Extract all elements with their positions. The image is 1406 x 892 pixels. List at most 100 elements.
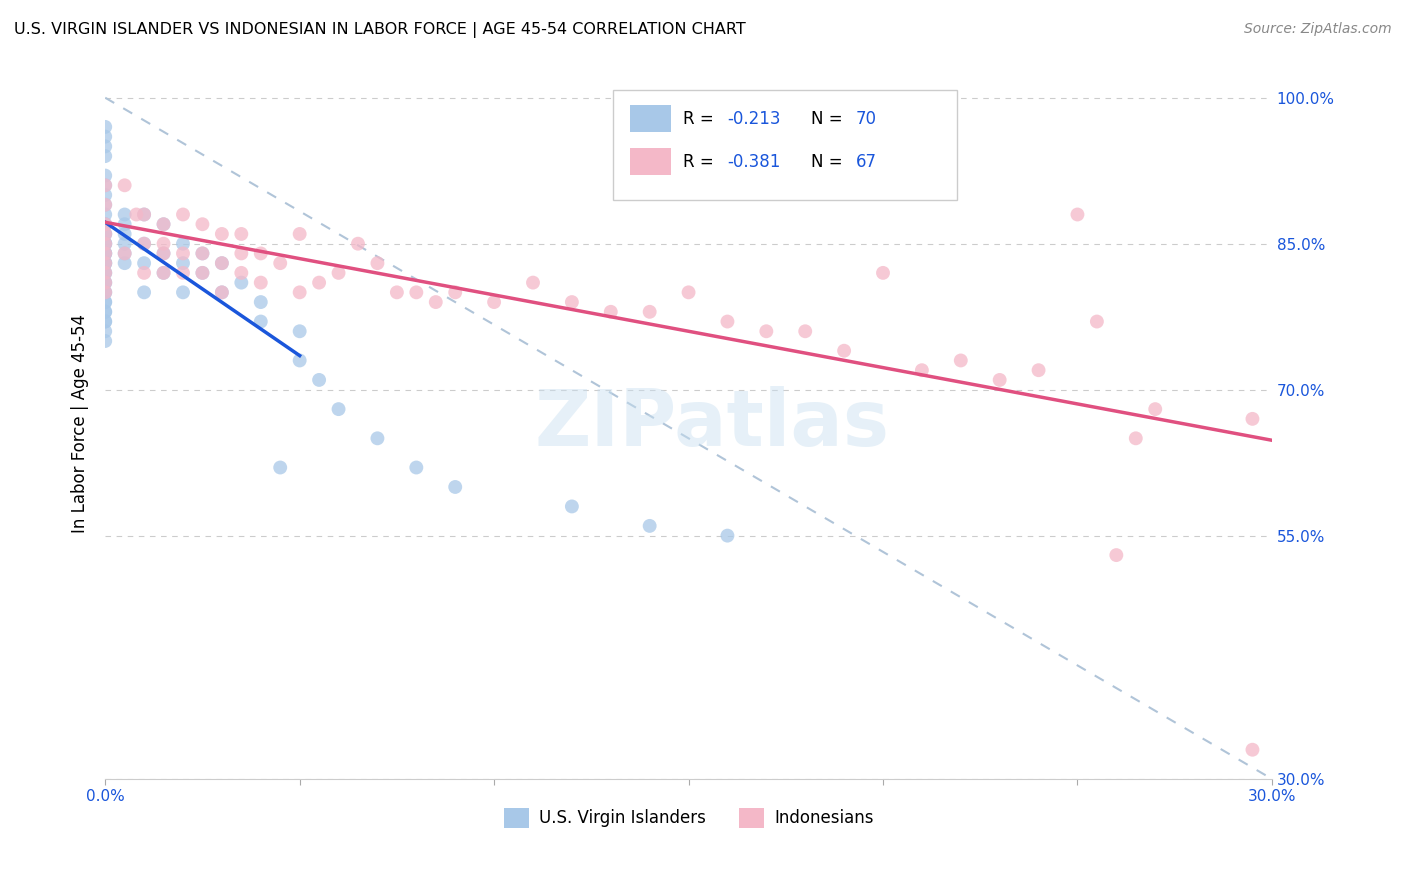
Point	[94, 256, 117, 270]
Text: -0.213: -0.213	[727, 110, 780, 128]
Point	[94, 285, 117, 300]
Point	[152, 236, 174, 251]
FancyBboxPatch shape	[630, 148, 671, 175]
Point	[132, 256, 155, 270]
Point	[94, 266, 117, 280]
Point	[94, 305, 117, 319]
Point	[1085, 314, 1108, 328]
Point	[94, 324, 117, 338]
Point	[152, 217, 174, 231]
Point	[94, 149, 117, 163]
Text: -0.381: -0.381	[727, 153, 780, 170]
Point	[94, 246, 117, 260]
Point	[482, 295, 505, 310]
Point	[385, 285, 408, 300]
Point	[347, 236, 370, 251]
Point	[94, 236, 117, 251]
Point	[172, 285, 194, 300]
Point	[152, 266, 174, 280]
Point	[249, 314, 271, 328]
Point	[755, 324, 778, 338]
Point	[94, 227, 117, 241]
Point	[269, 256, 291, 270]
Point	[211, 256, 233, 270]
Point	[678, 285, 700, 300]
Point	[1241, 412, 1264, 426]
Point	[114, 246, 136, 260]
Point	[308, 373, 330, 387]
Point	[94, 285, 117, 300]
Point	[132, 285, 155, 300]
Point	[425, 295, 447, 310]
Point	[231, 227, 253, 241]
Point	[405, 460, 427, 475]
Point	[132, 266, 155, 280]
Point	[211, 256, 233, 270]
Point	[1144, 402, 1167, 417]
Text: R =: R =	[683, 153, 718, 170]
Point	[172, 207, 194, 221]
Point	[132, 236, 155, 251]
Point	[114, 178, 136, 193]
Point	[211, 285, 233, 300]
Point	[231, 266, 253, 280]
Point	[114, 217, 136, 231]
Text: Source: ZipAtlas.com: Source: ZipAtlas.com	[1244, 22, 1392, 37]
Point	[1105, 548, 1128, 562]
Point	[152, 246, 174, 260]
Point	[94, 295, 117, 310]
Point	[94, 334, 117, 348]
Point	[94, 276, 117, 290]
Point	[231, 276, 253, 290]
Point	[638, 305, 661, 319]
Point	[94, 256, 117, 270]
Point	[911, 363, 934, 377]
Point	[94, 139, 117, 153]
Point	[599, 305, 621, 319]
Point	[94, 198, 117, 212]
Point	[172, 246, 194, 260]
Point	[125, 207, 148, 221]
FancyBboxPatch shape	[630, 105, 671, 132]
Point	[832, 343, 855, 358]
Point	[444, 480, 467, 494]
Point	[94, 276, 117, 290]
Point	[94, 129, 117, 144]
Point	[132, 207, 155, 221]
Point	[94, 266, 117, 280]
Point	[366, 256, 388, 270]
Point	[94, 295, 117, 310]
Point	[94, 305, 117, 319]
Text: N =: N =	[811, 153, 848, 170]
Point	[94, 198, 117, 212]
Point	[366, 431, 388, 445]
Point	[638, 519, 661, 533]
Point	[94, 256, 117, 270]
Point	[191, 266, 214, 280]
Point	[328, 266, 350, 280]
Point	[94, 314, 117, 328]
Point	[288, 227, 311, 241]
Point	[132, 236, 155, 251]
Point	[249, 295, 271, 310]
Point	[249, 246, 271, 260]
Point	[1028, 363, 1050, 377]
Point	[249, 276, 271, 290]
Point	[94, 120, 117, 134]
Point	[1066, 207, 1088, 221]
Point	[172, 266, 194, 280]
Point	[288, 324, 311, 338]
Point	[444, 285, 467, 300]
Point	[561, 500, 583, 514]
Text: 67: 67	[855, 153, 876, 170]
Point	[94, 169, 117, 183]
Point	[114, 236, 136, 251]
Point	[94, 178, 117, 193]
Point	[716, 314, 738, 328]
Point	[94, 236, 117, 251]
Point	[191, 217, 214, 231]
Point	[152, 266, 174, 280]
Text: N =: N =	[811, 110, 848, 128]
Point	[94, 285, 117, 300]
Point	[94, 217, 117, 231]
